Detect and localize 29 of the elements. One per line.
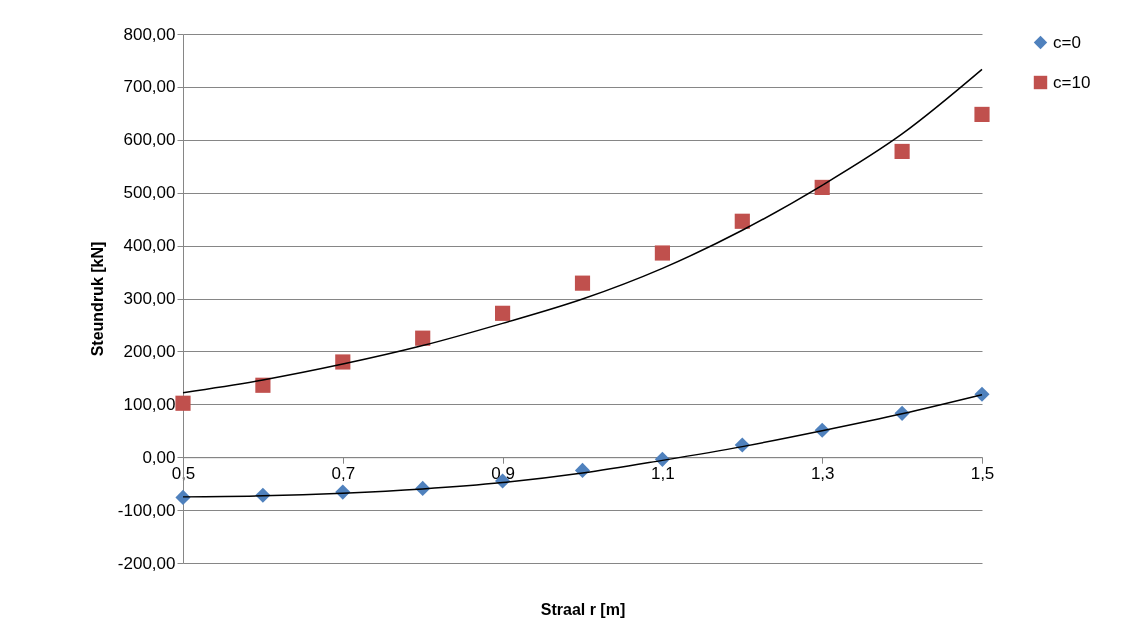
point [415, 330, 431, 346]
y-tick-label: -200,00 [117, 553, 176, 573]
point [335, 354, 351, 370]
y-tick-label: 400,00 [123, 236, 176, 256]
point [574, 275, 591, 291]
point [974, 106, 990, 122]
y-tick-label: -100,00 [117, 500, 176, 520]
y-tick-label: 700,00 [123, 77, 176, 97]
x-tick-label: 1,1 [651, 463, 675, 483]
x-tick-label: 0,7 [331, 463, 356, 483]
y-tick-label: 0,00 [142, 447, 176, 467]
x-tick-label: 1,3 [810, 463, 835, 483]
point [734, 213, 750, 229]
x-axis-title: Straal r [m] [540, 600, 626, 618]
point [175, 395, 191, 411]
y-tick-label: 500,00 [123, 183, 176, 203]
y-tick-label: 300,00 [123, 289, 176, 308]
y-tick-label: 800,00 [123, 24, 176, 44]
legend-label: c=10 [1053, 72, 1091, 92]
y-axis-title: Steundruk [kN] [88, 241, 106, 357]
y-tick-label: 100,00 [123, 394, 176, 414]
point [894, 143, 910, 160]
point [974, 386, 990, 402]
point [495, 305, 511, 321]
point [654, 245, 670, 261]
y-tick-label: 600,00 [123, 130, 176, 150]
y-tick-label: 200,00 [123, 341, 176, 361]
legend-label: c=0 [1053, 32, 1081, 52]
x-tick-label: 1,5 [970, 463, 995, 483]
